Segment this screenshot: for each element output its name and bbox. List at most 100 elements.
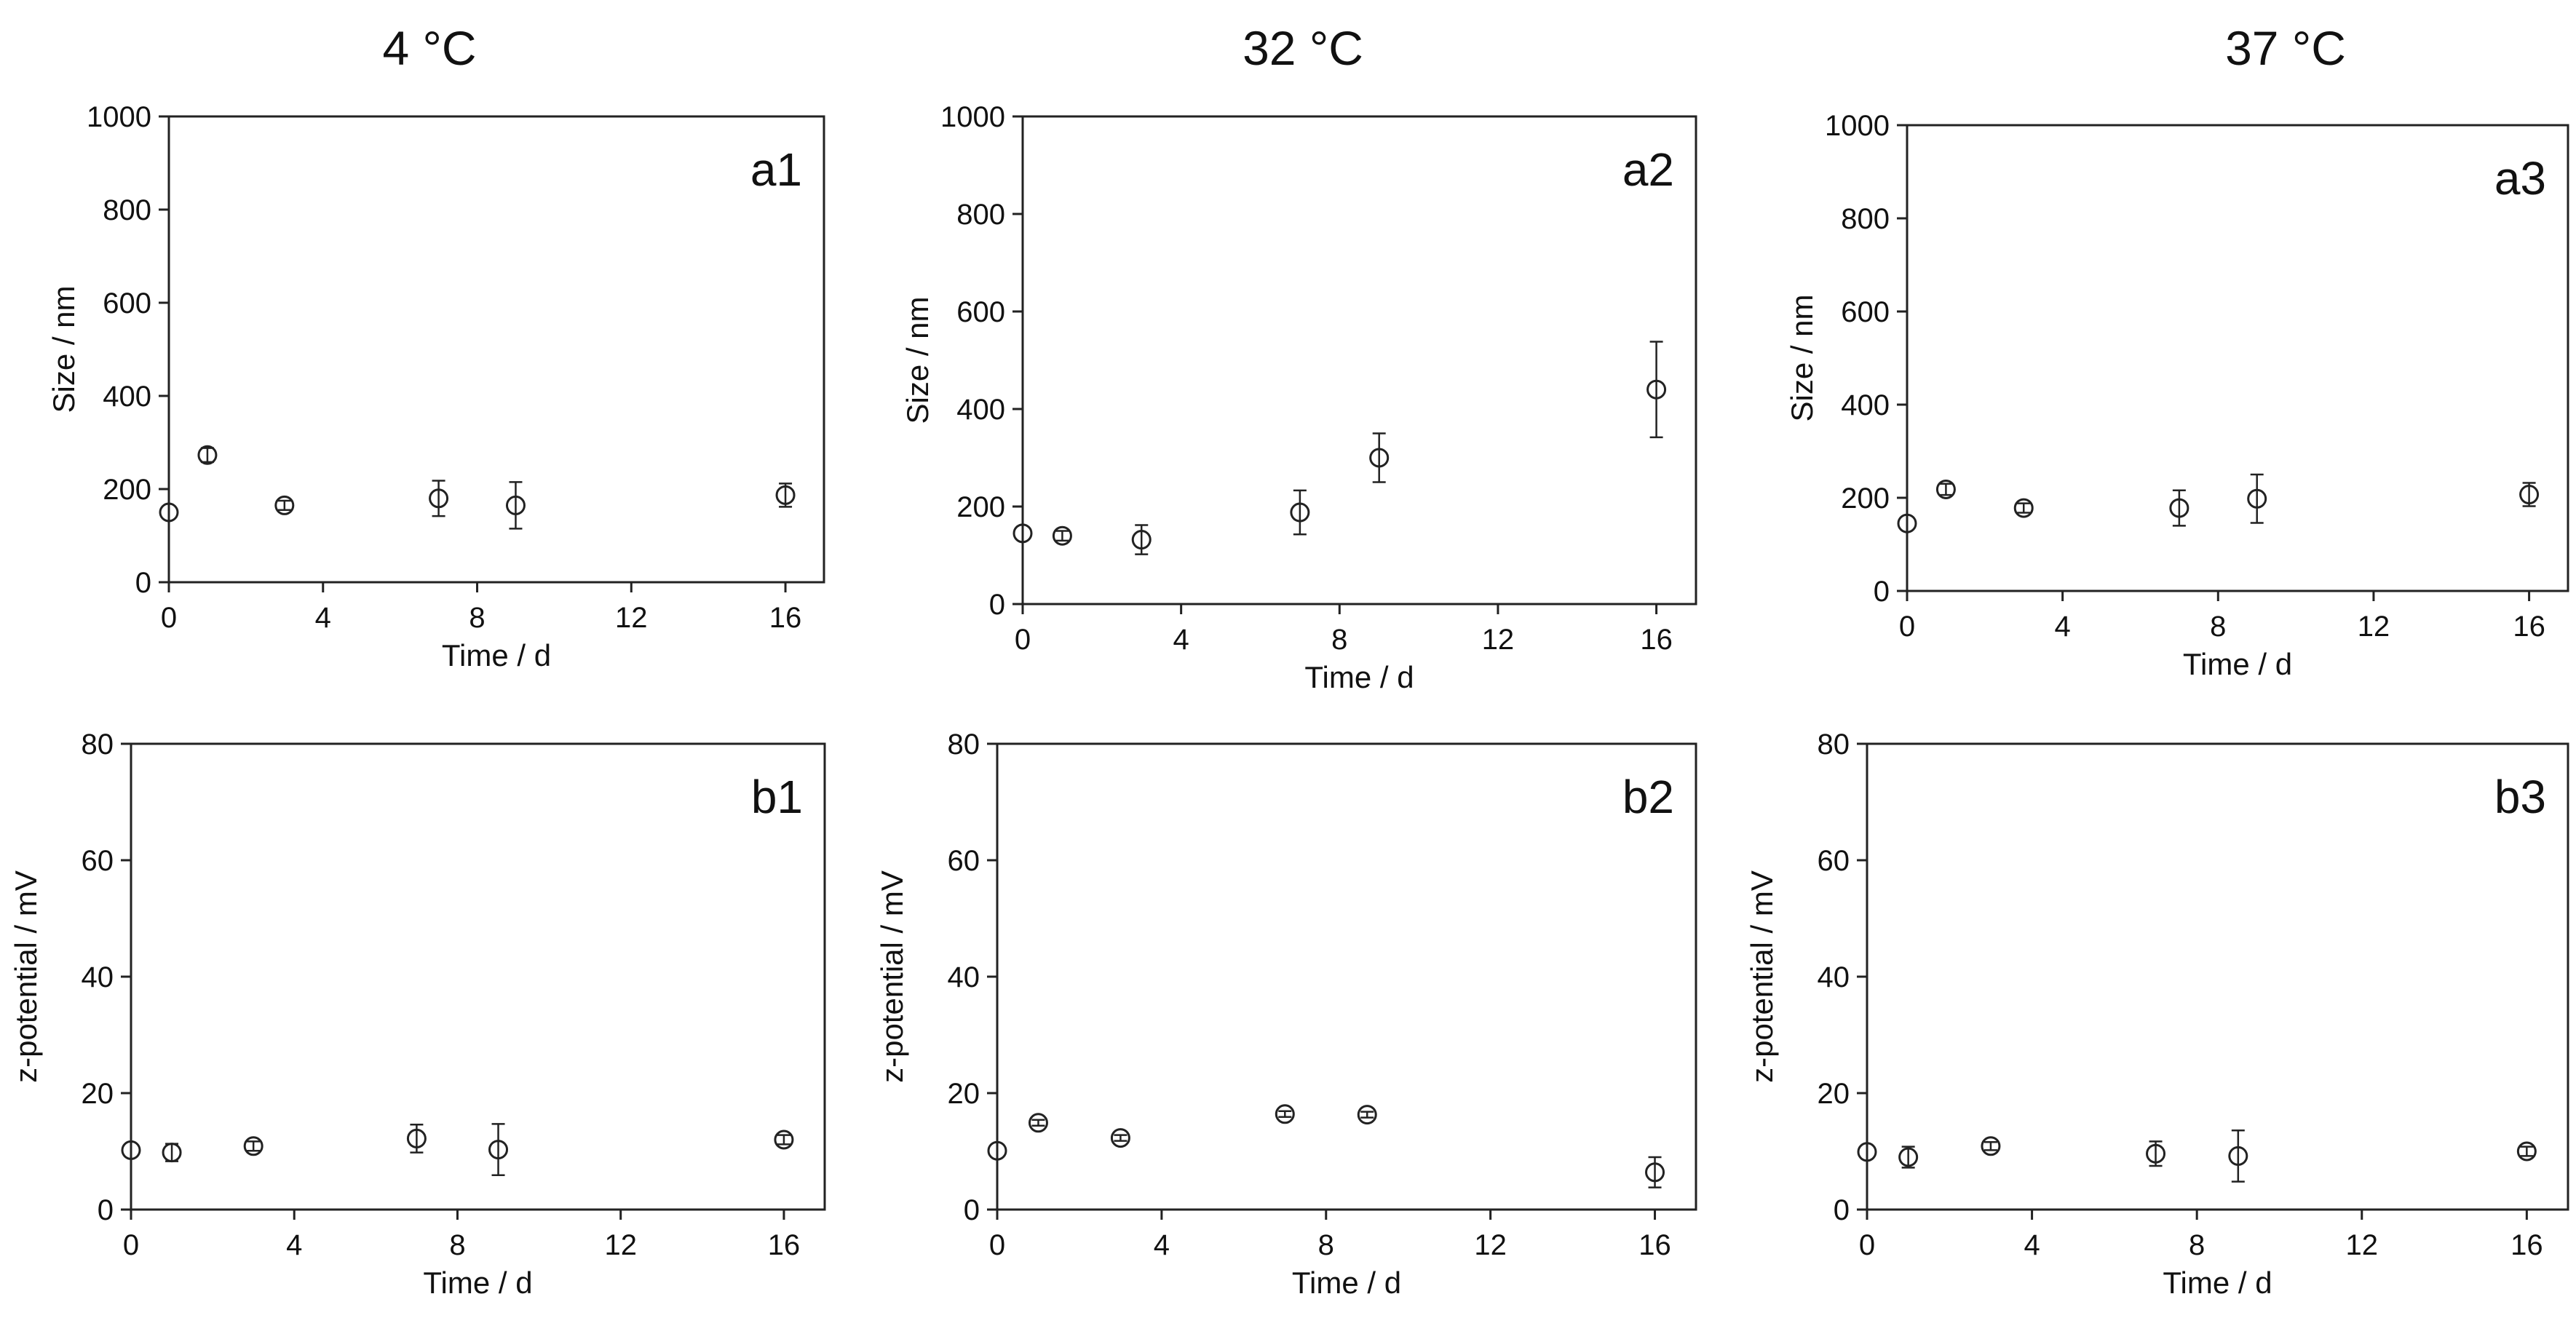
y-tick-label: 800 (1841, 203, 1890, 235)
x-tick-label: 4 (315, 602, 331, 634)
x-tick-label: 12 (1474, 1229, 1507, 1261)
column-title-32c: 32 °C (1243, 21, 1363, 75)
y-axis-label: z-potential / mV (9, 870, 43, 1083)
y-axis-label: Size / nm (47, 285, 81, 413)
data-point (162, 1143, 182, 1163)
y-tick-label: 20 (82, 1078, 114, 1110)
panel-a1: 0 4 8 12 16 0 200 400 600 800 1000 Time / d Size / n… (47, 101, 825, 672)
x-tick-label: 0 (161, 602, 177, 634)
data-point (987, 1140, 1007, 1161)
x-tick-label: 4 (2055, 611, 2071, 643)
y-tick-label: 80 (1818, 728, 1850, 761)
y-tick-label: 1000 (87, 101, 151, 133)
x-tick-label: 8 (1318, 1229, 1334, 1261)
x-tick-label: 4 (1173, 624, 1189, 656)
x-tick-label: 8 (2210, 611, 2226, 643)
y-axis-label: z-potential / mV (1745, 870, 1779, 1083)
y-tick-label: 60 (948, 845, 980, 877)
y-tick-label: 200 (103, 474, 151, 506)
x-tick-label: 12 (1482, 624, 1515, 656)
y-tick-label: 60 (82, 845, 114, 877)
plot-frame (996, 742, 1697, 1211)
data-point (2247, 488, 2267, 509)
data-point (1290, 502, 1310, 523)
x-tick-label: 8 (2189, 1229, 2205, 1261)
data-point (775, 485, 796, 505)
x-tick-label: 4 (1154, 1229, 1170, 1261)
y-tick-label: 400 (103, 381, 151, 413)
panel-label: a1 (750, 143, 802, 196)
x-tick-label: 4 (2024, 1229, 2040, 1261)
data-point (1981, 1136, 2001, 1156)
y-tick-label: 200 (956, 491, 1005, 523)
panel-label: b2 (1622, 771, 1674, 823)
data-point (1369, 448, 1390, 468)
y-axis-label: z-potential / mV (875, 870, 909, 1083)
data-point (1898, 1147, 1919, 1167)
y-tick-label: 0 (135, 567, 151, 599)
y-tick-label: 600 (956, 296, 1005, 328)
panel-label: b1 (751, 771, 803, 823)
panel-a2: 0 4 8 12 16 0 200 400 600 800 1000 Time / d Size / n… (900, 101, 1697, 694)
data-point (1131, 530, 1152, 550)
y-tick-label: 80 (948, 728, 980, 761)
y-tick-label: 1000 (1825, 110, 1890, 142)
y-axis-label: Size / nm (900, 296, 935, 424)
data-point (121, 1140, 141, 1160)
data-point (1110, 1128, 1130, 1148)
y-tick-label: 0 (964, 1194, 980, 1226)
y-tick-label: 600 (103, 287, 151, 319)
x-tick-label: 0 (1859, 1229, 1875, 1261)
y-tick-label: 0 (1834, 1194, 1850, 1226)
y-tick-label: 40 (82, 961, 114, 993)
panel-label: b3 (2494, 771, 2546, 823)
y-tick-label: 0 (989, 589, 1005, 621)
data-point (2516, 1141, 2537, 1162)
plot-frame (1866, 742, 2569, 1211)
column-title-37c: 37 °C (2225, 21, 2346, 75)
y-tick-label: 400 (1841, 389, 1890, 421)
x-axis-label: Time / d (2163, 1266, 2272, 1300)
data-point (2228, 1146, 2248, 1166)
x-axis-label: Time / d (2183, 647, 2292, 681)
panel-b1: 0 4 8 12 16 0 20 40 60 80 Time / d z-potential / mV… (9, 728, 826, 1300)
x-tick-label: 8 (1331, 624, 1347, 656)
x-tick-label: 0 (1899, 611, 1915, 643)
data-point (1646, 379, 1667, 400)
plot-frame (130, 742, 826, 1211)
y-tick-label: 800 (103, 194, 151, 226)
panel-a3: 0 4 8 12 16 0 200 400 600 800 1000 Time / d Size / n… (1785, 110, 2569, 681)
data-point (1857, 1142, 1877, 1162)
column-title-4c: 4 °C (382, 21, 477, 75)
y-tick-label: 20 (1818, 1078, 1850, 1110)
x-tick-label: 12 (604, 1229, 637, 1261)
data-point (1357, 1105, 1377, 1125)
data-point (505, 495, 526, 515)
data-point (1645, 1162, 1665, 1183)
data-point (2146, 1143, 2166, 1164)
data-point (2013, 498, 2034, 518)
data-point (774, 1130, 794, 1150)
y-tick-label: 80 (82, 728, 114, 761)
x-tick-label: 4 (286, 1229, 302, 1261)
x-tick-label: 16 (768, 1229, 801, 1261)
data-point (159, 502, 179, 523)
x-axis-label: Time / d (1304, 660, 1414, 694)
y-tick-label: 0 (1874, 576, 1890, 608)
y-tick-label: 600 (1841, 296, 1890, 328)
panel-label: a3 (2494, 152, 2546, 205)
x-tick-label: 16 (769, 602, 802, 634)
x-tick-label: 16 (2510, 1229, 2543, 1261)
x-axis-label: Time / d (1292, 1266, 1401, 1300)
data-point (1935, 479, 1956, 499)
x-tick-label: 0 (989, 1229, 1005, 1261)
y-tick-label: 200 (1841, 483, 1890, 515)
data-point (1052, 525, 1072, 546)
y-tick-label: 40 (1818, 961, 1850, 993)
y-axis-label: Size / nm (1785, 294, 1819, 421)
data-point (197, 445, 218, 465)
x-tick-label: 16 (2513, 611, 2545, 643)
y-tick-label: 400 (956, 394, 1005, 426)
data-point (429, 488, 449, 509)
